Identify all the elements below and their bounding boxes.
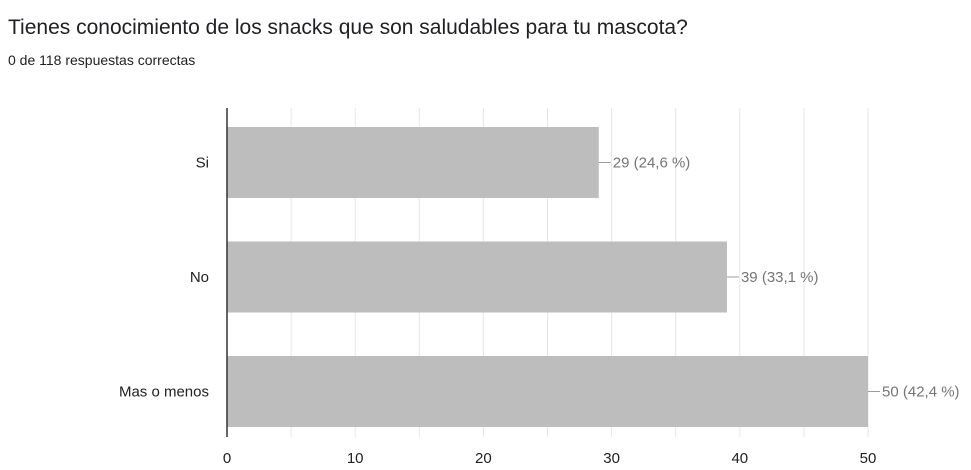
bar-0 — [227, 127, 599, 198]
x-tick-label: 50 — [860, 450, 877, 467]
category-label: No — [190, 269, 209, 286]
data-label: 39 (33,1 %) — [741, 269, 819, 286]
bar-2 — [227, 356, 868, 427]
x-tick-label: 40 — [731, 450, 748, 467]
score-text: 0 de 118 respuestas correctas — [8, 52, 196, 68]
data-label: 50 (42,4 %) — [882, 384, 960, 401]
x-tick-label: 30 — [603, 450, 620, 467]
category-label: Mas o menos — [119, 384, 209, 401]
bar-1 — [227, 241, 727, 313]
x-tick-label: 10 — [347, 450, 364, 467]
x-tick-label: 0 — [223, 450, 231, 467]
x-tick-label: 20 — [475, 450, 492, 467]
bars — [227, 127, 868, 427]
data-label: 29 (24,6 %) — [613, 155, 691, 172]
question-title: Tienes conocimiento de los snacks que so… — [8, 16, 688, 39]
labels: Si 29 (24,6 %) No 39 (33,1 %) Mas o menos 50 … — [119, 155, 960, 468]
category-label: Si — [196, 155, 209, 172]
